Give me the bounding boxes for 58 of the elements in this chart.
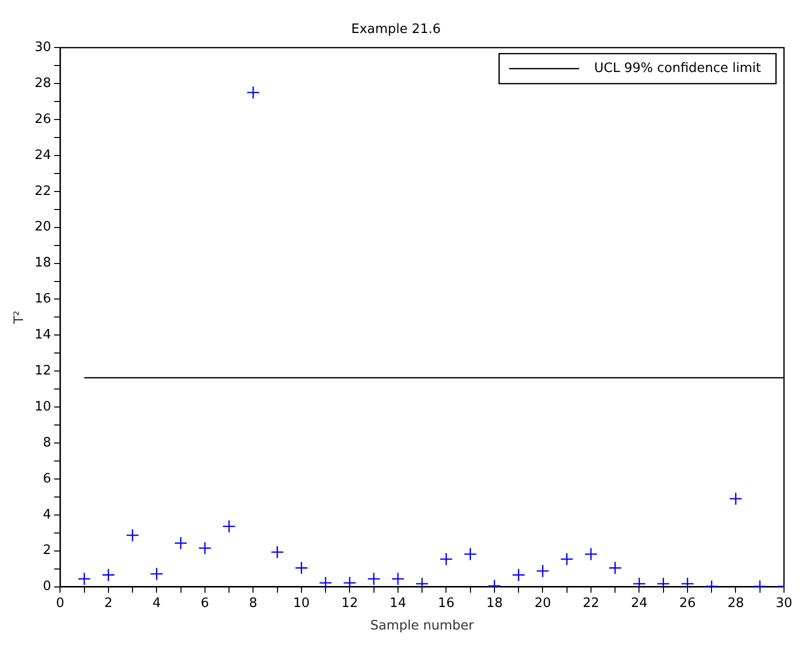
x-tick-label: 20	[534, 596, 551, 611]
x-tick-label: 10	[293, 596, 310, 611]
text: UCL 99% confidence limit	[594, 60, 762, 76]
x-tick-label: 26	[679, 596, 696, 611]
y-tick-label: 4	[42, 507, 52, 522]
point	[270, 545, 284, 559]
point	[222, 520, 236, 534]
y-tick-label: 2	[42, 543, 52, 558]
y-tick-label: 26	[34, 112, 52, 127]
point	[560, 552, 574, 566]
x-tick-label: 2	[104, 596, 113, 611]
y-tick-label: 30	[34, 40, 52, 55]
y-tick-label: 24	[34, 148, 52, 163]
point	[78, 572, 91, 586]
point	[343, 576, 356, 587]
point	[391, 572, 405, 586]
x-tick-label: 22	[582, 596, 600, 611]
point	[294, 561, 308, 575]
x-tick-label: 8	[249, 596, 258, 611]
y-tick-label: 18	[34, 256, 52, 271]
x-tick-label: 24	[630, 596, 648, 611]
y-tick-label: 12	[34, 363, 52, 378]
y-tick-label: 6	[42, 471, 52, 486]
point	[246, 86, 260, 100]
point	[174, 536, 188, 550]
x-tick-label: 6	[200, 596, 210, 611]
y-tick-label: 22	[34, 184, 52, 199]
point	[367, 572, 380, 586]
y-axis-title: T²	[12, 310, 28, 325]
y-tick-label: 20	[34, 220, 52, 235]
y-tick-label: 10	[34, 399, 52, 414]
point	[608, 561, 622, 575]
x-tick-label: 0	[56, 596, 64, 611]
point	[512, 568, 526, 582]
point	[440, 552, 453, 566]
y-tick-label: 28	[34, 76, 52, 91]
x-tick-label: 28	[727, 596, 744, 611]
point	[102, 568, 116, 582]
point	[584, 547, 598, 561]
point	[536, 564, 550, 578]
point	[198, 542, 212, 555]
point	[464, 547, 477, 561]
y-tick-label: 14	[34, 328, 52, 343]
x-tick-label: 30	[776, 596, 792, 611]
x-tick-label: 18	[486, 596, 503, 611]
point	[318, 576, 332, 587]
chart-title: Example 21.6	[351, 22, 441, 38]
x-axis-title: Sample number	[370, 618, 475, 634]
point	[126, 528, 140, 542]
point	[729, 492, 742, 506]
x-tick-label: 14	[390, 596, 406, 611]
point	[150, 567, 164, 581]
x-tick-label: 16	[438, 596, 454, 611]
x-tick-label: 12	[341, 596, 358, 611]
y-tick-label: 0	[42, 579, 52, 594]
y-tick-label: 16	[34, 292, 52, 307]
y-tick-label: 8	[42, 435, 52, 450]
x-tick-label: 4	[152, 596, 161, 611]
